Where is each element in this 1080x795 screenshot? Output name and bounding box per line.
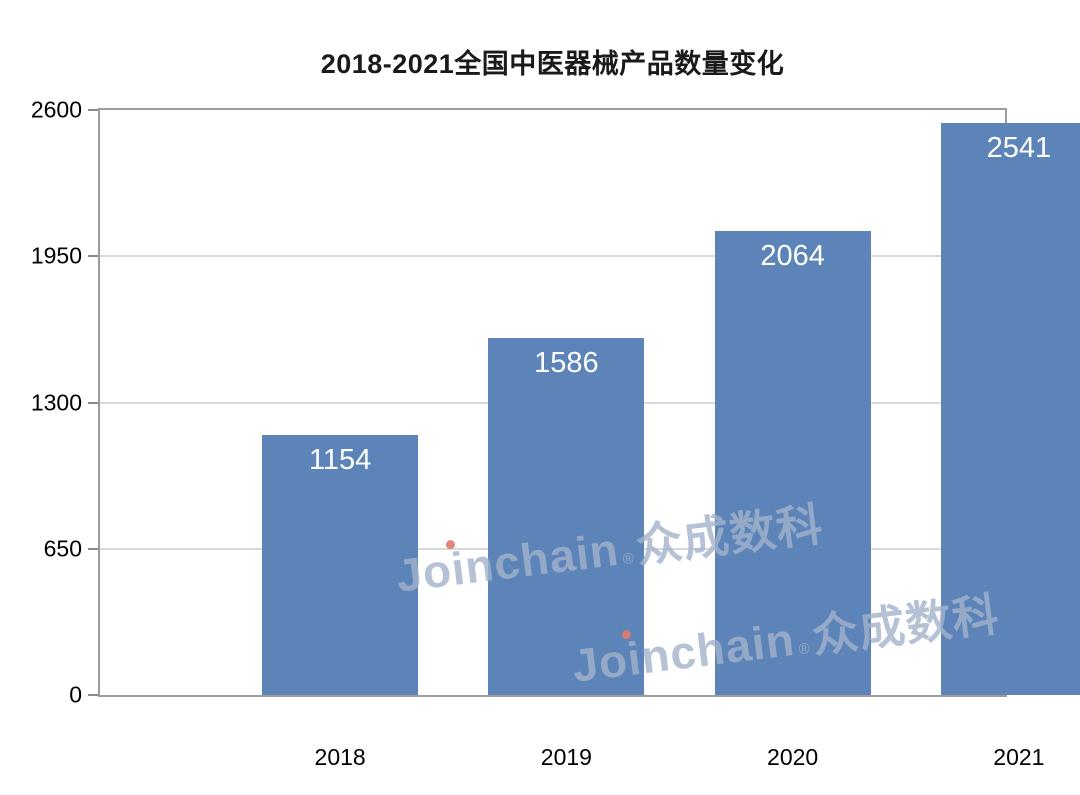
bar-value-label: 2541 xyxy=(986,132,1052,165)
plot-area: 1154 1586 2064 2541 Joinchain®众成数科 Joinchai… xyxy=(98,108,1080,697)
bar-value-label: 2064 xyxy=(760,239,825,272)
x-axis-tick-label-2020: 2020 xyxy=(767,744,819,770)
x-axis-tick-label-2018: 2018 xyxy=(314,744,366,770)
bar-2018: 1154 xyxy=(262,435,419,695)
chart-title: 2018-2021全国中医器械产品数量变化 xyxy=(320,49,785,79)
y-axis-tick-mark xyxy=(88,255,98,258)
y-axis-tick-label-1950: 1950 xyxy=(30,242,82,269)
x-axis-tick-label-2019: 2019 xyxy=(540,744,592,770)
bar-2020: 2064 xyxy=(714,230,871,695)
y-axis-tick-label-2600: 2600 xyxy=(30,96,82,123)
bar-value-label: 1586 xyxy=(534,347,599,380)
bar-2019: 1586 xyxy=(488,338,645,695)
bar-2021: 2541 xyxy=(940,123,1080,695)
y-axis-tick-label-1300: 1300 xyxy=(30,389,82,415)
gridline-1950 xyxy=(100,255,1005,258)
y-axis-tick-label-0: 0 xyxy=(69,681,82,708)
bar-value-label: 1154 xyxy=(308,444,372,477)
y-axis-tick-mark xyxy=(88,401,98,404)
y-axis-tick-mark xyxy=(88,109,98,111)
y-axis-tick-mark xyxy=(88,694,98,696)
y-axis-tick-mark xyxy=(88,547,98,550)
y-axis-tick-label-650: 650 xyxy=(43,535,82,562)
x-axis-tick-label-2021: 2021 xyxy=(993,744,1045,770)
